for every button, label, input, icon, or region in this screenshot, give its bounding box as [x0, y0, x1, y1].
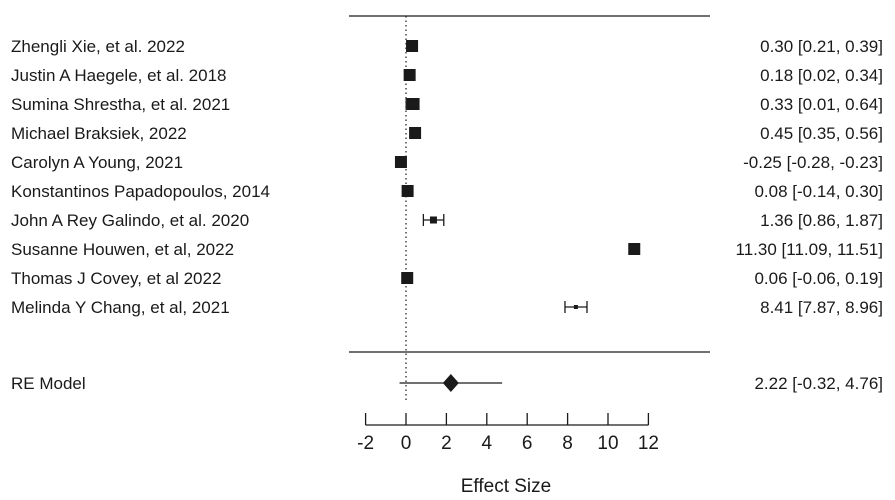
study-point-marker [429, 216, 437, 224]
x-tick-label: 8 [562, 433, 573, 454]
study-point-marker [401, 185, 414, 197]
study-point-marker [628, 243, 641, 255]
study-ci-label: 0.33 [0.01, 0.64] [760, 95, 883, 114]
study-ci-label: 1.36 [0.86, 1.87] [760, 211, 883, 230]
study-point-marker [394, 156, 407, 168]
study-row: Zhengli Xie, et al. 2022 0.30 [0.21, 0.39… [11, 37, 883, 56]
x-tick-label: 12 [638, 433, 659, 454]
study-row: Sumina Shrestha, et al. 2021 0.33 [0.01, … [11, 95, 883, 114]
study-point-marker [409, 127, 422, 139]
study-row: Susanne Houwen, et al, 2022 11.30 [11.09,… [11, 240, 883, 259]
study-label: Sumina Shrestha, et al. 2021 [11, 95, 230, 114]
x-tick-label: 6 [522, 433, 533, 454]
study-row: Konstantinos Papadopoulos, 2014 0.08 [-0.… [11, 182, 883, 201]
study-ci-label: 0.45 [0.35, 0.56] [760, 124, 883, 143]
study-row: Michael Braksiek, 2022 0.45 [0.35, 0.56] [11, 124, 883, 143]
x-tick-label: 4 [482, 433, 493, 454]
study-row: Justin A Haegele, et al. 2018 0.18 [0.02,… [11, 66, 883, 85]
study-label: Carolyn A Young, 2021 [11, 153, 183, 172]
study-point-marker [406, 98, 419, 110]
study-label: Susanne Houwen, et al, 2022 [11, 240, 234, 259]
study-row: Melinda Y Chang, et al, 2021 8.41 [7.87, … [11, 298, 883, 317]
study-rows: Zhengli Xie, et al. 2022 0.30 [0.21, 0.39… [11, 37, 883, 317]
study-label: Zhengli Xie, et al. 2022 [11, 37, 185, 56]
x-axis: -2 0 2 4 6 8 10 12 [357, 413, 659, 454]
summary-ci-label: 2.22 [-0.32, 4.76] [754, 374, 883, 393]
study-point-marker [573, 305, 578, 309]
x-tick-label: 2 [441, 433, 452, 454]
study-row: Carolyn A Young, 2021 -0.25 [-0.28, -0.23… [11, 153, 883, 172]
separator-rules [349, 15, 710, 353]
study-point-marker [401, 272, 414, 284]
study-label: John A Rey Galindo, et al. 2020 [11, 211, 249, 230]
summary-label: RE Model [11, 374, 86, 393]
study-label: Melinda Y Chang, et al, 2021 [11, 298, 230, 317]
x-tick-label: 10 [597, 433, 618, 454]
study-label: Justin A Haegele, et al. 2018 [11, 66, 227, 85]
x-tick-label: -2 [357, 433, 374, 454]
study-row: Thomas J Covey, et al 2022 0.06 [-0.06, 0… [11, 269, 883, 288]
study-ci-label: -0.25 [-0.28, -0.23] [743, 153, 883, 172]
study-label: Thomas J Covey, et al 2022 [11, 269, 221, 288]
study-point-marker [403, 69, 416, 81]
study-ci-label: 0.30 [0.21, 0.39] [760, 37, 883, 56]
x-tick-label: 0 [401, 433, 412, 454]
study-ci-label: 0.08 [-0.14, 0.30] [754, 182, 883, 201]
study-ci-label: 8.41 [7.87, 8.96] [760, 298, 883, 317]
study-label: Konstantinos Papadopoulos, 2014 [11, 182, 270, 201]
study-ci-label: 0.18 [0.02, 0.34] [760, 66, 883, 85]
summary-row: RE Model 2.22 [-0.32, 4.76] [11, 374, 883, 393]
study-ci-label: 0.06 [-0.06, 0.19] [754, 269, 883, 288]
study-ci-label: 11.30 [11.09, 11.51] [736, 240, 883, 259]
study-point-marker [406, 40, 419, 52]
summary-diamond-marker [442, 374, 459, 392]
study-row: John A Rey Galindo, et al. 2020 1.36 [0.8… [11, 211, 883, 230]
x-axis-title: Effect Size [461, 476, 551, 497]
study-label: Michael Braksiek, 2022 [11, 124, 187, 143]
